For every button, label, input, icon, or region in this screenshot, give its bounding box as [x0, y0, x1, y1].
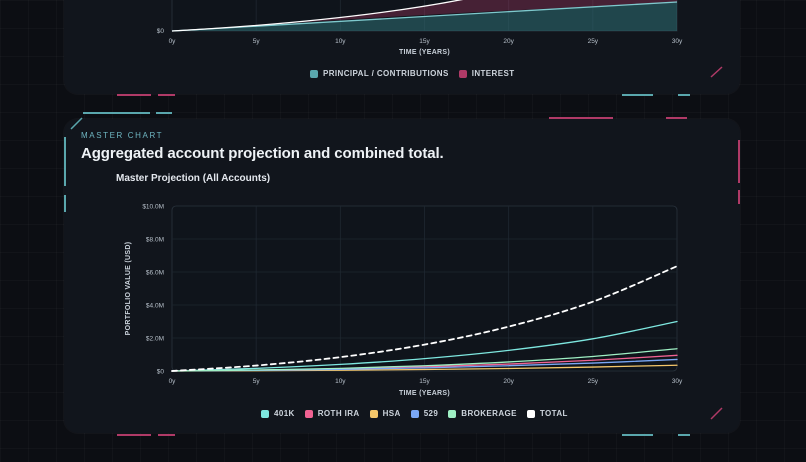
corner-mark [710, 66, 723, 78]
accent-line [678, 434, 690, 436]
series-line-total [171, 265, 678, 372]
legend-swatch [458, 69, 467, 78]
accent-line [678, 94, 690, 96]
legend-swatch [304, 409, 313, 418]
accent-line [83, 112, 150, 114]
section-eyebrow: MASTER CHART [81, 131, 164, 140]
legend-label: 529 [423, 409, 439, 418]
y-tick-label: $0 [157, 369, 165, 376]
accent-line [622, 434, 653, 436]
x-tick-label: 30y [672, 378, 683, 385]
x-tick-label: 20y [503, 38, 514, 45]
legend-label: ROTH IRA [317, 409, 360, 418]
master-projection-legend: 401K ROTH IRA HSA 529 BROKERAGE TOTAL [261, 409, 568, 418]
legend-item[interactable]: BROKERAGE [448, 409, 517, 418]
x-tick-label: 25y [588, 378, 599, 385]
x-axis-title: TIME (YEARS) [399, 49, 450, 56]
legend-label: 401K [274, 409, 295, 418]
section-headline: Aggregated account projection and combin… [81, 145, 444, 162]
x-tick-label: 15y [419, 38, 430, 45]
y-tick-label: $0 [157, 28, 165, 35]
accent-line [156, 112, 172, 114]
corner-mark [70, 117, 83, 130]
x-tick-label: 0y [169, 38, 177, 45]
y-tick-label: $2.0M [146, 336, 164, 343]
corner-mark [710, 407, 723, 420]
legend-label: HSA [382, 409, 401, 418]
legend-label: INTEREST [471, 69, 515, 78]
accent-line [117, 434, 151, 436]
x-tick-label: 5y [253, 38, 261, 45]
legend-item[interactable]: HSA [369, 409, 401, 418]
y-tick-label: $4.0M [146, 303, 164, 310]
y-tick-label: $10.0M [142, 204, 164, 211]
accent-line [622, 94, 653, 96]
y-tick-label: $6.0M [146, 270, 164, 277]
accent-line [64, 137, 66, 186]
accent-line [117, 94, 151, 96]
legend-item[interactable]: 401K [261, 409, 295, 418]
legend-swatch [448, 409, 457, 418]
legend-item[interactable]: TOTAL [526, 409, 568, 418]
x-tick-label: 20y [503, 378, 514, 385]
legend-swatch [261, 409, 269, 418]
y-tick-label: $8.0M [146, 237, 164, 244]
interest-area [172, 0, 677, 31]
accent-line [738, 140, 740, 183]
legend-label: BROKERAGE [461, 409, 517, 418]
x-tick-label: 15y [419, 378, 430, 385]
accent-line [549, 117, 613, 119]
legend-swatch [310, 69, 318, 78]
x-tick-label: 10y [335, 378, 346, 385]
x-tick-label: 25y [588, 38, 599, 45]
total-line [171, 0, 464, 32]
legend-label: PRINCIPAL / CONTRIBUTIONS [323, 69, 449, 78]
accent-line [738, 190, 740, 204]
x-tick-label: 0y [169, 378, 177, 385]
x-tick-label: 5y [253, 378, 261, 385]
legend-swatch [526, 409, 535, 418]
principal-line [171, 1, 678, 32]
legend-label: TOTAL [539, 409, 568, 418]
legend-item[interactable]: 529 [410, 409, 439, 418]
series-line-brokerage [171, 348, 678, 372]
legend-item[interactable]: ROTH IRA [304, 409, 360, 418]
x-tick-label: 30y [672, 38, 683, 45]
series-line-401k [171, 320, 678, 372]
accent-line [666, 117, 687, 119]
legend-item[interactable]: INTEREST [458, 69, 515, 78]
legend-swatch [410, 409, 419, 418]
chart-title: Master Projection (All Accounts) [116, 173, 271, 184]
accent-line [158, 94, 175, 96]
principal-interest-legend: PRINCIPAL / CONTRIBUTIONS INTEREST [310, 69, 514, 78]
accent-line [158, 434, 175, 436]
legend-swatch [369, 409, 378, 418]
legend-item[interactable]: PRINCIPAL / CONTRIBUTIONS [310, 69, 449, 78]
y-axis-title: PORTFOLIO VALUE (USD) [125, 242, 132, 336]
x-axis-title: TIME (YEARS) [399, 390, 450, 397]
accent-line [64, 195, 66, 212]
x-tick-label: 10y [335, 38, 346, 45]
